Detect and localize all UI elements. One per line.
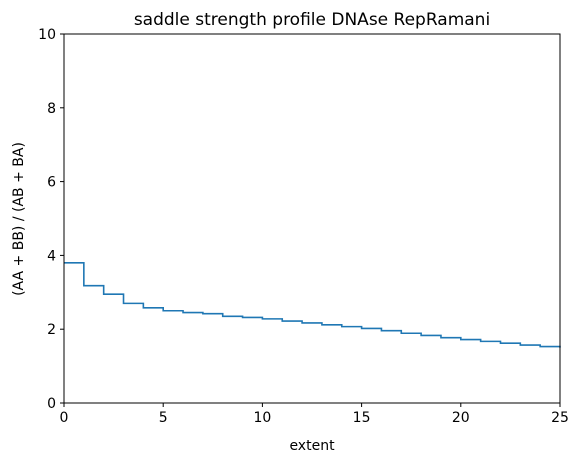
y-tick-label: 10 <box>38 27 56 43</box>
plot-frame <box>63 33 561 404</box>
x-tick-label: 0 <box>60 410 69 426</box>
x-tick-label: 20 <box>452 410 470 426</box>
series-line-0 <box>64 261 561 348</box>
chart-title: saddle strength profile DNAse RepRamani <box>134 10 490 30</box>
y-tick-label: 6 <box>47 175 56 191</box>
x-tick-label: 5 <box>159 410 168 426</box>
y-tick-label: 2 <box>47 322 56 338</box>
y-axis-label: (AA + BB) / (AB + BA) <box>11 142 27 296</box>
x-tick-label: 25 <box>551 410 569 426</box>
x-tick-label: 15 <box>353 410 371 426</box>
x-axis-label: extent <box>289 438 335 454</box>
y-tick-label: 8 <box>47 101 56 117</box>
y-tick-label: 4 <box>47 248 56 264</box>
plot-area: 0 5 10 15 20 25 0 2 4 6 8 10 <box>38 27 569 426</box>
x-tick-label: 10 <box>253 410 271 426</box>
y-tick-label: 0 <box>47 396 56 412</box>
